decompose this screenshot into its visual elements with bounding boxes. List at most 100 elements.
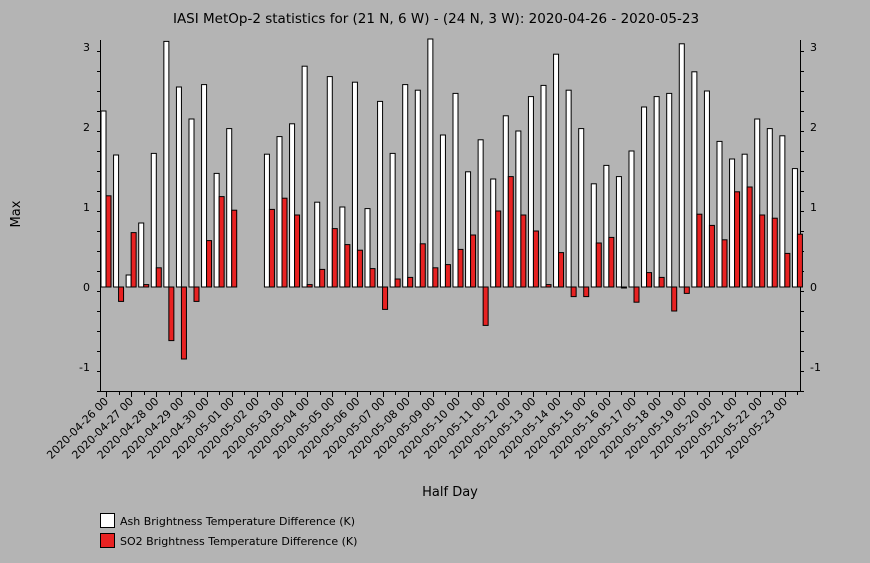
so2-bar [734, 191, 741, 288]
ash-bar [377, 100, 384, 288]
ash-bar [351, 81, 358, 288]
so2-bar [394, 278, 401, 288]
y-tick-label-left: 1 [83, 201, 90, 214]
legend: Ash Brightness Temperature Difference (K… [100, 513, 357, 548]
ash-bar [641, 106, 648, 288]
y-axis: -1 -1 0 0 1 1 2 2 3 3 [79, 41, 821, 392]
ash-bar [527, 96, 534, 288]
so2-bar [319, 268, 326, 288]
so2-bar [520, 214, 527, 288]
ash-bar [691, 71, 698, 288]
ash-bar [540, 84, 547, 288]
so2-bar [118, 286, 125, 302]
ash-bar [703, 90, 710, 288]
so2-bar [532, 230, 539, 288]
so2-bar [143, 284, 150, 288]
ash-bar [301, 65, 308, 288]
so2-bar [721, 239, 728, 288]
so2-bar [796, 233, 803, 288]
so2-bar [432, 267, 439, 288]
ash-bar [716, 140, 723, 288]
so2-bar [331, 228, 338, 288]
so2-bar [168, 286, 175, 342]
so2-bar [507, 176, 514, 288]
so2-bar [759, 214, 766, 288]
y-tick-label-right: 2 [810, 121, 817, 134]
ash-bar [213, 172, 220, 288]
bars [100, 38, 803, 360]
ash-bar [427, 38, 434, 288]
ash-bar [150, 152, 157, 288]
ash-bar [263, 153, 270, 288]
chart-title: IASI MetOp-2 statistics for (21 N, 6 W) … [173, 11, 699, 27]
so2-bar [306, 284, 313, 288]
legend-swatch-so2 [100, 533, 115, 548]
so2-bar [344, 244, 351, 288]
so2-bar [382, 286, 389, 310]
y-tick-label-right: 1 [810, 201, 817, 214]
so2-bar [784, 252, 791, 288]
x-axis-label: Half Day [422, 485, 478, 500]
y-tick-label-left: -1 [79, 361, 90, 374]
so2-bar [470, 234, 477, 288]
ash-bar [766, 128, 773, 288]
so2-bar [457, 248, 464, 288]
ash-bar [565, 89, 572, 288]
ash-bar [414, 89, 421, 288]
ash-bar [628, 150, 635, 288]
y-tick-label-left: 3 [83, 41, 90, 54]
so2-bar [646, 272, 653, 288]
y-tick-label-right: 3 [810, 41, 817, 54]
ash-bar [590, 183, 597, 288]
so2-bar [545, 284, 552, 288]
ash-bar [276, 136, 283, 288]
ash-bar [452, 92, 459, 288]
so2-bar [281, 197, 288, 288]
ash-bar [364, 208, 371, 288]
ash-bar [163, 40, 170, 288]
ash-bar [603, 164, 610, 288]
ash-bar [465, 171, 472, 288]
ash-bar [666, 92, 673, 288]
ash-bar [113, 154, 120, 288]
so2-bar [218, 196, 225, 288]
so2-bar [570, 286, 577, 298]
so2-bar [708, 224, 715, 288]
ash-bar [339, 206, 346, 288]
so2-bar [193, 286, 200, 302]
ash-bar [477, 139, 484, 288]
ash-bar [515, 130, 522, 288]
so2-bar [583, 286, 590, 298]
so2-bar [356, 249, 363, 288]
legend-label-ash: Ash Brightness Temperature Difference (K… [120, 515, 355, 528]
so2-bar [696, 213, 703, 288]
ash-bar [779, 135, 786, 288]
ash-bar [326, 76, 333, 288]
ash-bar [439, 134, 446, 288]
ash-bar [201, 84, 208, 288]
so2-bar [482, 286, 489, 326]
so2-bar [671, 286, 678, 312]
so2-bar [206, 240, 213, 288]
so2-bar [633, 286, 640, 303]
ash-bar [138, 222, 145, 288]
ash-bar [490, 178, 497, 288]
so2-bar [294, 214, 301, 288]
ash-bar [175, 86, 182, 288]
y-tick-label-right: 0 [810, 281, 817, 294]
so2-bar [105, 195, 112, 288]
ash-bar [615, 176, 622, 288]
ash-bar [653, 96, 660, 288]
so2-bar [495, 210, 502, 288]
y-tick-label-left: 2 [83, 121, 90, 134]
y-tick-label-right: -1 [810, 361, 821, 374]
ash-bar [578, 128, 585, 288]
ash-bar [289, 123, 296, 288]
ash-bar [754, 118, 761, 288]
so2-bar [595, 242, 602, 288]
so2-bar [746, 186, 753, 288]
so2-bar [180, 286, 187, 360]
so2-bar [231, 209, 238, 288]
